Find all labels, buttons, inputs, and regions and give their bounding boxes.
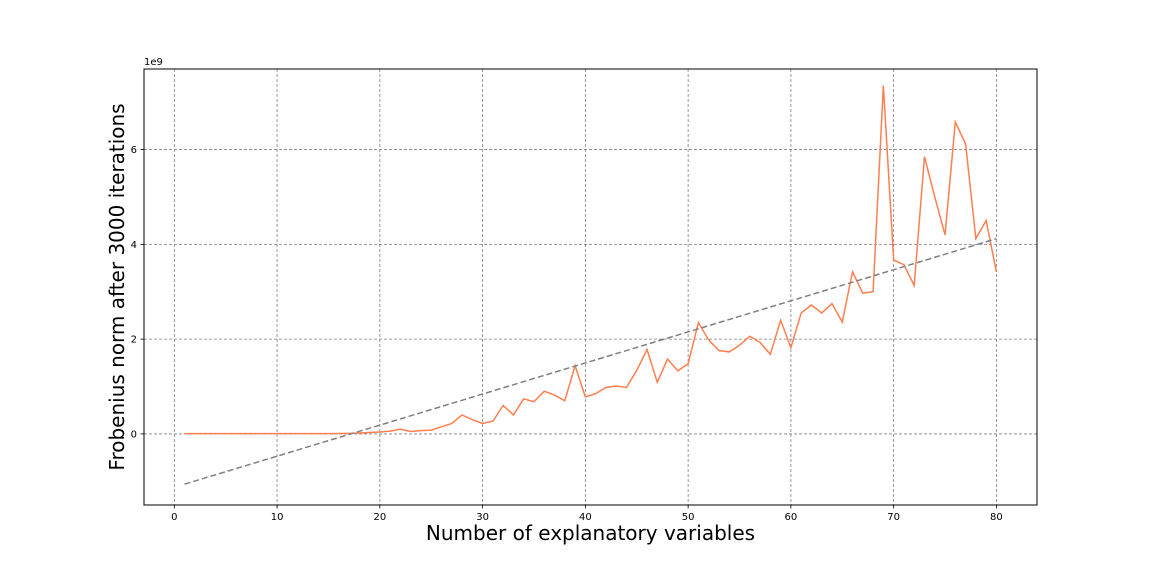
grid-lines [144,69,1037,505]
x-tick-label: 0 [171,512,177,523]
y-tick-label: 6 [131,145,137,156]
trend-line [184,237,997,485]
x-tick-label: 80 [990,512,1003,523]
x-tick-label: 30 [476,512,489,523]
plot-area-frame [143,68,1038,506]
series-layer [184,85,998,485]
x-tick-label: 60 [785,512,798,523]
axis-ticks: 0 10 20 30 40 50 60 70 80 0 2 4 6 [131,145,1003,523]
y-axis-offset-label: 1e9 [144,57,163,68]
y-axis-label: Frobenius norm after 3000 iterations [105,103,129,470]
x-axis-label: Number of explanatory variables [426,521,755,545]
x-tick-label: 50 [682,512,695,523]
x-tick-label: 10 [271,512,284,523]
y-tick-label: 4 [131,240,137,251]
y-tick-label: 0 [131,429,137,440]
data-series-line [184,85,998,435]
x-tick-label: 20 [373,512,386,523]
x-tick-label: 70 [887,512,900,523]
x-tick-label: 40 [579,512,592,523]
y-tick-label: 2 [131,335,137,346]
